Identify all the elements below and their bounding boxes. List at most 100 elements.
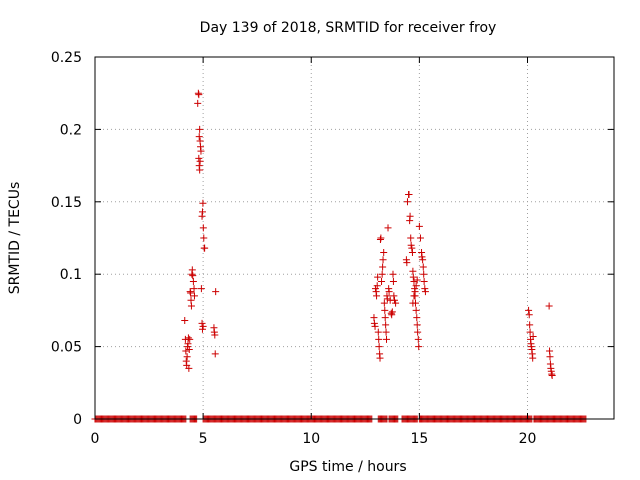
data-point [201,244,209,252]
data-point [378,270,386,278]
data-point [194,99,202,107]
data-point [384,224,392,232]
data-point [409,273,417,281]
data-point [381,306,389,314]
data-point [407,241,415,249]
data-point [187,289,195,297]
x-tick-label: 5 [199,431,208,447]
y-tick-label: 0 [73,412,82,428]
data-point [545,302,553,310]
data-point [410,277,418,285]
data-point [383,335,391,343]
x-tick-label: 10 [302,431,320,447]
data-point [212,288,220,296]
data-point [548,372,556,380]
data-point [385,288,393,296]
data-point [211,350,219,358]
data-point [183,353,191,361]
data-point [195,91,203,99]
data-point [190,292,198,300]
data-point [416,234,424,242]
y-tick-label: 0.2 [60,122,82,138]
data-point [413,276,421,284]
data-point [382,321,390,329]
y-tick-label: 0.05 [51,340,82,356]
data-point [421,288,429,296]
data-point [373,292,381,300]
data-point [377,234,385,242]
data-point [389,277,397,285]
data-point [186,335,194,343]
data-point [414,328,422,336]
data-point [199,322,207,330]
data-point [390,292,398,300]
data-point [211,331,219,339]
data-point [415,343,423,351]
data-point [419,263,427,271]
chart-title: Day 139 of 2018, SRMTID for receiver fro… [200,20,497,36]
data-point [413,321,421,329]
data-point [189,272,197,280]
axis-ticks: 0 5 10 15 20 0 0.05 0.1 0.15 0.2 0.25 [51,50,614,447]
data-point [529,332,537,340]
data-point [199,224,207,232]
data-point [525,311,533,319]
data-point [413,314,421,322]
data-point [389,270,397,278]
data-point [198,325,206,333]
data-point [200,234,208,242]
data-point [195,133,203,141]
y-axis-label: SRMTID / TECUs [7,182,23,295]
data-point [388,308,396,316]
data-point [370,319,378,327]
data-point [408,248,416,256]
data-point [406,212,414,220]
data-point [420,277,428,285]
data-point [199,199,207,207]
y-tick-label: 0.15 [51,195,82,211]
data-point [375,343,383,351]
data-point [185,345,193,353]
data-point [415,222,423,230]
plot-frame [94,56,615,420]
data-point [418,253,426,261]
data-point [182,347,190,355]
data-point [187,302,195,310]
data-point [196,157,204,165]
data-point [382,328,390,336]
data-point [403,198,411,206]
x-axis-label: GPS time / hours [289,459,406,475]
y-tick-label: 0.25 [51,50,82,66]
x-tick-label: 20 [519,431,537,447]
data-point [388,311,396,319]
data-point [198,208,206,216]
data-point [185,364,193,372]
data-point [378,277,386,285]
data-point [525,306,533,314]
data-point [411,288,419,296]
data-point [392,299,400,307]
data-point [391,296,399,304]
data-point [380,248,388,256]
data-point [421,285,429,293]
data-point [529,354,537,362]
data-point [195,154,203,162]
data-point [375,335,383,343]
data-point [408,244,416,252]
data-point [380,299,388,307]
data-point [373,282,381,290]
data-point [196,166,204,174]
data-point [546,353,554,361]
data-point [414,335,422,343]
data-point [184,334,192,342]
data-point [190,285,198,293]
data-point [419,256,427,264]
data-point [189,277,197,285]
data-point [409,299,417,307]
data-point [526,321,534,329]
data-point [196,125,204,133]
data-point [197,147,205,155]
data-point [374,328,382,336]
